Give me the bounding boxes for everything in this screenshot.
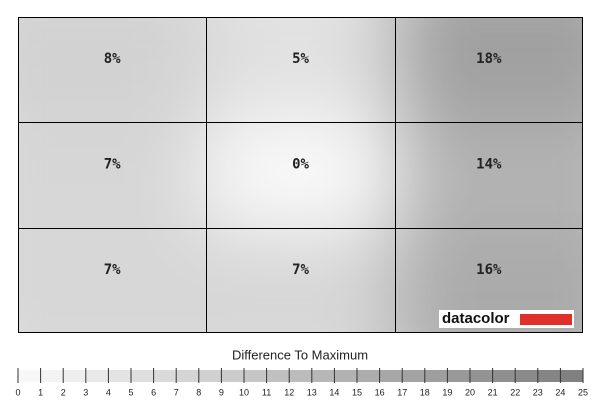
colorbar-segment <box>424 370 448 382</box>
cell-label: 7% <box>104 156 121 172</box>
colorbar-tick-label: 0 <box>15 387 20 397</box>
colorbar-segment <box>379 370 403 382</box>
colorbar-segment <box>221 370 244 382</box>
colorbar-tick-label: 10 <box>239 387 249 397</box>
colorbar-tick-label: 16 <box>375 387 385 397</box>
grid <box>18 17 583 333</box>
colorbar-tick-label: 3 <box>83 387 88 397</box>
plot-area <box>18 17 583 333</box>
colorbar-segment <box>289 370 312 382</box>
colorbar-segment <box>63 370 86 382</box>
heat-cell <box>394 122 583 228</box>
cell-label: 0% <box>292 156 309 172</box>
colorbar-segment <box>447 370 470 382</box>
plot-frame <box>18 17 583 333</box>
colorbar-segment <box>131 370 154 382</box>
heat-cell <box>206 227 395 333</box>
cell-label: 14% <box>476 156 502 172</box>
colorbar-segment <box>176 370 199 382</box>
colorbar-tick-label: 1 <box>38 387 43 397</box>
colorbar-tick-label: 22 <box>510 387 520 397</box>
colorbar-segment <box>85 370 109 382</box>
cell-label: 18% <box>476 51 502 67</box>
cell-label: 5% <box>292 51 309 67</box>
heat-cell <box>18 227 207 333</box>
colorbar-segment <box>470 370 493 382</box>
colorbar-tick-label: 5 <box>128 387 133 397</box>
colorbar-segment <box>311 370 335 382</box>
colorbar-segment <box>244 370 267 382</box>
colorbar-tick-label: 25 <box>578 387 588 397</box>
colorbar-segment <box>40 370 64 382</box>
colorbar-tick-label: 7 <box>174 387 179 397</box>
colorbar-tick-label: 8 <box>196 387 201 397</box>
cell-label: 8% <box>104 51 121 67</box>
colorbar-segment <box>18 370 41 382</box>
colorbar-tick-label: 21 <box>488 387 498 397</box>
watermark: datacolor <box>439 310 574 328</box>
cell-label: 16% <box>476 262 502 278</box>
heat-field <box>18 17 583 333</box>
colorbar-tick-label: 24 <box>555 387 565 397</box>
colorbar-tick-label: 12 <box>284 387 294 397</box>
watermark-bar <box>520 314 572 325</box>
heat-cell <box>394 17 583 123</box>
cell-label: 7% <box>292 262 309 278</box>
heat-cell <box>18 17 207 123</box>
colorbar-tick-label: 14 <box>329 387 339 397</box>
colorbar-tick-label: 23 <box>533 387 543 397</box>
heat-cell <box>206 17 395 123</box>
colorbar-segment <box>108 370 131 382</box>
colorbar-title: Difference To Maximum <box>232 347 368 362</box>
colorbar-segment <box>153 370 177 382</box>
colorbar-segment <box>402 370 425 382</box>
colorbar-tick-label: 9 <box>219 387 224 397</box>
colorbar-tick-label: 20 <box>465 387 475 397</box>
colorbar-segment <box>492 370 516 382</box>
colorbar-tick-label: 4 <box>106 387 111 397</box>
colorbar-segment <box>515 370 538 382</box>
colorbar-tick-label: 17 <box>397 387 407 397</box>
heat-cell <box>206 122 395 228</box>
colorbar-tick-label: 6 <box>151 387 156 397</box>
colorbar-tick-label: 18 <box>420 387 430 397</box>
colorbar-segment <box>198 370 222 382</box>
colorbar-tick-label: 11 <box>262 387 271 397</box>
watermark-text: datacolor <box>442 310 510 327</box>
colorbar-tick-label: 2 <box>61 387 66 397</box>
colorbar-tick-label: 15 <box>352 387 362 397</box>
cell-label: 7% <box>104 262 121 278</box>
colorbar-segment <box>537 370 561 382</box>
colorbar: 0 1 2 3 4 5 6 7 8 9 10 11 12 13 14 15 16 17 18 19 20 21 22 23 24… <box>15 368 588 397</box>
colorbar-tick-label: 13 <box>307 387 317 397</box>
colorbar-segment <box>266 370 290 382</box>
colorbar-segment <box>560 370 583 382</box>
colorbar-tick-label: 19 <box>442 387 452 397</box>
heat-cell <box>18 122 207 228</box>
colorbar-segment <box>357 370 380 382</box>
colorbar-segment <box>334 370 357 382</box>
